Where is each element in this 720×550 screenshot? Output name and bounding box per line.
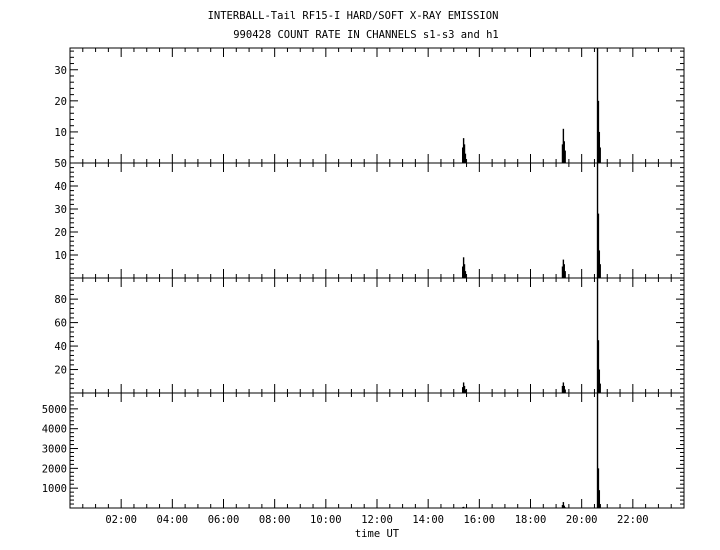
x-tick-label: 20:00 xyxy=(566,514,598,526)
x-tick-label: 08:00 xyxy=(259,514,291,526)
chart-subtitle: 990428 COUNT RATE IN CHANNELS s1-s3 and … xyxy=(233,29,499,41)
panel-2-ytick-label: 20 xyxy=(54,227,67,239)
panel-3-ytick-label: 20 xyxy=(54,365,67,377)
panel-4-ytick-label: 1000 xyxy=(42,483,67,495)
panel-4-frame xyxy=(69,392,685,509)
panel-3-ytick-label: 40 xyxy=(54,341,67,353)
x-tick-label: 02:00 xyxy=(105,514,137,526)
x-tick-label: 14:00 xyxy=(412,514,444,526)
panel-1-ytick-label: 30 xyxy=(54,65,67,77)
chart-title: INTERBALL-Tail RF15-I HARD/SOFT X-RAY EM… xyxy=(208,10,499,22)
panel-3-ytick-label: 60 xyxy=(54,318,67,330)
plot-area: 10 20 30 10 20 30 40 50 20 40 60 80 1000 2000 3000 4000… xyxy=(42,47,685,526)
panel-1-ytick-label: 10 xyxy=(54,127,67,139)
x-tick-label: 16:00 xyxy=(464,514,496,526)
x-tick-label: 22:00 xyxy=(617,514,649,526)
panel-1-frame xyxy=(69,47,685,164)
panel-4-ytick-label: 3000 xyxy=(42,444,67,456)
x-tick-label: 04:00 xyxy=(157,514,189,526)
panel-2-ytick-label: 30 xyxy=(54,204,67,216)
panel-3-frame xyxy=(69,277,685,394)
panel-3-ytick-label: 80 xyxy=(54,294,67,306)
x-axis-label: time UT xyxy=(355,528,400,540)
x-tick-label: 12:00 xyxy=(361,514,393,526)
x-tick-label: 18:00 xyxy=(515,514,547,526)
panel-4-ytick-label: 4000 xyxy=(42,424,67,436)
panel-2-ytick-label: 50 xyxy=(54,158,67,170)
x-tick-label: 06:00 xyxy=(208,514,240,526)
panel-4-ytick-label: 5000 xyxy=(42,404,67,416)
panel-2-ytick-label: 10 xyxy=(54,250,67,262)
x-tick-label: 10:00 xyxy=(310,514,342,526)
panel-2-frame xyxy=(69,162,685,279)
panel-2-ytick-label: 40 xyxy=(54,181,67,193)
panel-4-ytick-label: 2000 xyxy=(42,463,67,475)
panel-1-ytick-label: 20 xyxy=(54,96,67,108)
